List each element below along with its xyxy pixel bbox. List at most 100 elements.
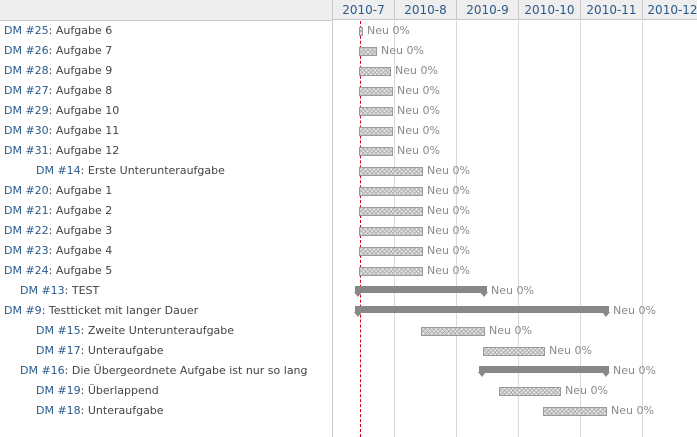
issue-subject: : Unteraufgabe <box>80 404 164 417</box>
task-status-label: Neu 0% <box>397 124 440 137</box>
issue-link[interactable]: DM #9 <box>4 304 42 317</box>
task-status-label: Neu 0% <box>491 284 534 297</box>
task-bar[interactable] <box>359 87 393 96</box>
issue-subject-row: DM #26: Aufgabe 7 <box>4 41 112 61</box>
end-marker <box>480 292 488 297</box>
end-marker <box>602 372 610 377</box>
issue-link[interactable]: DM #30 <box>4 124 49 137</box>
issue-subject-row: DM #20: Aufgabe 1 <box>4 181 112 201</box>
start-marker <box>354 312 362 317</box>
issue-subject-row: DM #17: Unteraufgabe <box>36 341 164 361</box>
month-column <box>581 21 643 437</box>
issue-subject-row: DM #18: Unteraufgabe <box>36 401 164 421</box>
issue-subject-row: DM #19: Überlappend <box>36 381 159 401</box>
task-bar[interactable] <box>359 227 423 236</box>
issue-link[interactable]: DM #23 <box>4 244 49 257</box>
month-column <box>395 21 457 437</box>
task-status-label: Neu 0% <box>397 104 440 117</box>
subjects-header <box>0 0 332 21</box>
month-header: 2010-12 <box>643 0 697 20</box>
task-status-label: Neu 0% <box>489 324 532 337</box>
task-bar[interactable] <box>421 327 485 336</box>
issue-subject: : Unteraufgabe <box>80 344 164 357</box>
issue-link[interactable]: DM #16 <box>20 364 65 377</box>
issue-subject-row: DM #27: Aufgabe 8 <box>4 81 112 101</box>
task-status-label: Neu 0% <box>427 244 470 257</box>
issue-link[interactable]: DM #26 <box>4 44 49 57</box>
issue-subject: : Aufgabe 2 <box>48 204 113 217</box>
issue-subject: : Aufgabe 6 <box>48 24 113 37</box>
task-bar[interactable] <box>359 267 423 276</box>
issue-subject-row: DM #29: Aufgabe 10 <box>4 101 119 121</box>
task-bar[interactable] <box>359 47 377 56</box>
task-bar[interactable] <box>359 127 393 136</box>
issue-link[interactable]: DM #22 <box>4 224 49 237</box>
task-status-label: Neu 0% <box>395 64 438 77</box>
issue-subject-row: DM #15: Zweite Unterunteraufgabe <box>36 321 234 341</box>
issue-subject: : Aufgabe 12 <box>48 144 120 157</box>
issue-subject-row: DM #23: Aufgabe 4 <box>4 241 112 261</box>
issue-subject-row: DM #21: Aufgabe 2 <box>4 201 112 221</box>
task-status-label: Neu 0% <box>381 44 424 57</box>
task-bar[interactable] <box>543 407 607 416</box>
issue-link[interactable]: DM #24 <box>4 264 49 277</box>
issue-subject-row: DM #9: Testticket mit langer Dauer <box>4 301 198 321</box>
issue-subject: : Aufgabe 3 <box>48 224 113 237</box>
issue-link[interactable]: DM #25 <box>4 24 49 37</box>
issue-subject-row: DM #28: Aufgabe 9 <box>4 61 112 81</box>
month-column <box>519 21 581 437</box>
subjects-column: DM #25: Aufgabe 6 DM #26: Aufgabe 7 DM #28… <box>0 0 333 437</box>
issue-link[interactable]: DM #28 <box>4 64 49 77</box>
issue-subject: : Aufgabe 5 <box>48 264 113 277</box>
task-status-label: Neu 0% <box>397 84 440 97</box>
month-header: 2010-7 <box>333 0 395 20</box>
task-bar[interactable] <box>483 347 545 356</box>
issue-link[interactable]: DM #29 <box>4 104 49 117</box>
task-bar[interactable] <box>359 67 391 76</box>
issue-subject: : Die Übergeordnete Aufgabe ist nur so l… <box>64 364 308 377</box>
task-bar[interactable] <box>359 207 423 216</box>
issue-subject-row: DM #30: Aufgabe 11 <box>4 121 119 141</box>
issue-subject-row: DM #16: Die Übergeordnete Aufgabe ist nu… <box>20 361 308 381</box>
issue-link[interactable]: DM #15 <box>36 324 81 337</box>
issue-subject-row: DM #31: Aufgabe 12 <box>4 141 119 161</box>
task-bar[interactable] <box>359 247 423 256</box>
issue-subject: : Testticket mit langer Dauer <box>41 304 199 317</box>
issue-link[interactable]: DM #18 <box>36 404 81 417</box>
issue-link[interactable]: DM #27 <box>4 84 49 97</box>
issue-subject: : Aufgabe 1 <box>48 184 113 197</box>
end-marker <box>602 312 610 317</box>
issue-subject-row: DM #24: Aufgabe 5 <box>4 261 112 281</box>
task-bar[interactable] <box>359 27 363 36</box>
parent-task-bar[interactable] <box>354 306 610 317</box>
task-status-label: Neu 0% <box>613 304 656 317</box>
issue-link[interactable]: DM #19 <box>36 384 81 397</box>
issue-link[interactable]: DM #21 <box>4 204 49 217</box>
issue-subject: : TEST <box>64 284 100 297</box>
task-status-label: Neu 0% <box>613 364 656 377</box>
issue-subject: : Aufgabe 7 <box>48 44 113 57</box>
month-header: 2010-10 <box>519 0 581 20</box>
issue-subject: : Aufgabe 9 <box>48 64 113 77</box>
task-bar[interactable] <box>359 187 423 196</box>
task-status-label: Neu 0% <box>549 344 592 357</box>
issue-subject-row: DM #22: Aufgabe 3 <box>4 221 112 241</box>
issue-link[interactable]: DM #13 <box>20 284 65 297</box>
task-bar[interactable] <box>359 167 423 176</box>
issue-subject: : Zweite Unterunteraufgabe <box>80 324 235 337</box>
task-bar[interactable] <box>359 107 393 116</box>
issue-link[interactable]: DM #17 <box>36 344 81 357</box>
timeline-area: 2010-7 2010-8 2010-9 2010-10 2010-11 2010-12 N… <box>333 0 697 437</box>
task-status-label: Neu 0% <box>611 404 654 417</box>
parent-task-bar[interactable] <box>354 286 488 297</box>
issue-link[interactable]: DM #14 <box>36 164 81 177</box>
issue-link[interactable]: DM #31 <box>4 144 49 157</box>
parent-task-bar[interactable] <box>478 366 610 377</box>
task-status-label: Neu 0% <box>427 184 470 197</box>
issue-subject-row: DM #25: Aufgabe 6 <box>4 21 112 41</box>
task-bar[interactable] <box>359 147 393 156</box>
task-bar[interactable] <box>499 387 561 396</box>
issue-link[interactable]: DM #20 <box>4 184 49 197</box>
issue-subject: : Überlappend <box>80 384 159 397</box>
